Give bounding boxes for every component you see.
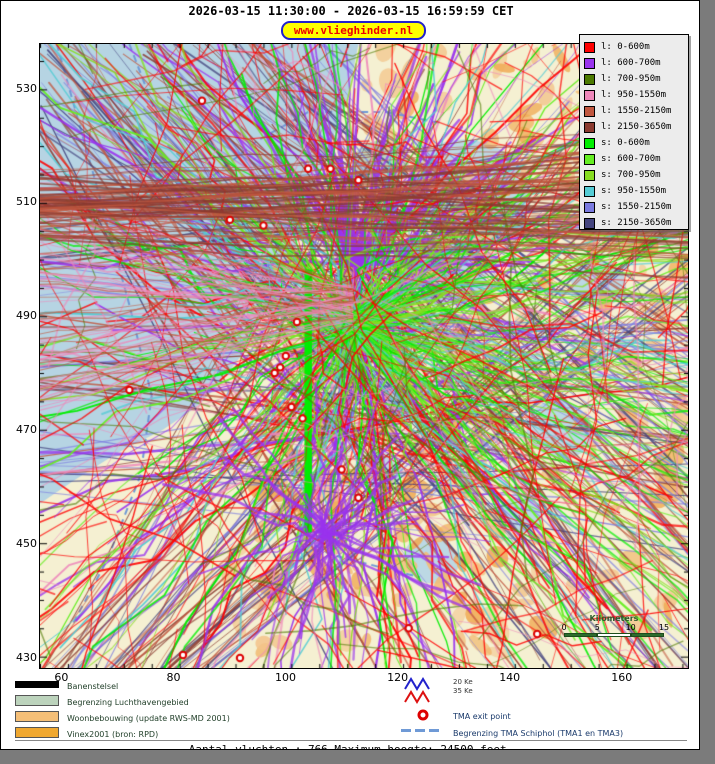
map-legend-label: Begrenzing Luchthavengebied — [67, 698, 189, 707]
altitude-legend-label: s: 950-1550m — [601, 186, 667, 196]
altitude-legend-item[interactable]: s: 0-600m — [584, 135, 685, 151]
map-legend-left: Banenstelsel Begrenzing Luchthavengebied W… — [15, 677, 355, 741]
altitude-legend-label: s: 1550-2150m — [601, 202, 672, 212]
ke-zigzag-icon — [404, 677, 430, 704]
altitude-swatch-icon — [584, 169, 595, 181]
altitude-legend-label: l: 600-700m — [601, 58, 661, 68]
map-legend-item: Begrenzing TMA Schiphol (TMA1 en TMA3) — [401, 724, 699, 740]
altitude-swatch-icon — [584, 217, 595, 229]
map-legend-label: 20 Ke — [453, 678, 473, 686]
altitude-swatch-icon — [584, 153, 595, 165]
x-axis-tick-label: 60 — [54, 671, 69, 684]
altitude-legend-label: l: 2150-3650m — [601, 122, 672, 132]
map-legend: Banenstelsel Begrenzing Luchthavengebied W… — [15, 677, 687, 741]
app-window: 2026-03-15 11:30:00 - 2026-03-15 16:59:5… — [0, 0, 700, 750]
map-legend-item: TMA exit point — [401, 707, 699, 724]
tma-boundary-dash-icon — [401, 729, 447, 732]
altitude-legend-item[interactable]: s: 700-950m — [584, 167, 685, 183]
page-title: 2026-03-15 11:30:00 - 2026-03-15 16:59:5… — [188, 4, 514, 18]
altitude-legend-label: l: 1550-2150m — [601, 106, 672, 116]
window-chrome-bottom — [0, 752, 715, 764]
scale-bar-title: Kilometers — [589, 614, 639, 623]
x-axis-tick-label: 160 — [611, 671, 633, 684]
map-legend-bar-icon — [15, 681, 59, 688]
x-axis: 60 80 100 120 140 160 — [39, 671, 691, 689]
site-badge[interactable]: www.vlieghinder.nl — [281, 21, 426, 40]
scale-bar-tick-label: 10 — [625, 623, 636, 632]
altitude-legend-item[interactable]: l: 700-950m — [584, 71, 685, 87]
map-legend-right: 20 Ke 35 Ke TMA exit point Begrenzing TMA S… — [401, 677, 699, 740]
scale-bar-tick-label: 5 — [594, 623, 600, 632]
altitude-legend-label: l: 700-950m — [601, 74, 661, 84]
altitude-legend-label: s: 2150-3650m — [601, 218, 672, 228]
altitude-swatch-icon — [584, 89, 595, 101]
altitude-legend-item[interactable]: s: 1550-2150m — [584, 199, 685, 215]
map-legend-label: Woonbebouwing (update RWS-MD 2001) — [67, 714, 230, 723]
noise-contour-legend: 20 Ke 35 Ke — [401, 677, 699, 707]
scale-bar-track — [564, 633, 664, 637]
y-axis-tick-label: 510 — [16, 195, 37, 209]
altitude-swatch-icon — [584, 201, 595, 213]
map-legend-label: Begrenzing TMA Schiphol (TMA1 en TMA3) — [453, 729, 624, 738]
map-legend-box-icon — [15, 695, 59, 706]
y-axis-tick-label: 490 — [16, 309, 37, 323]
altitude-legend[interactable]: l: 0-600m l: 600-700m l: 700-950m l: 950-15… — [579, 34, 689, 230]
altitude-legend-label: l: 950-1550m — [601, 90, 667, 100]
scale-bar-tick-label: 15 — [658, 623, 670, 632]
map-legend-box-icon — [15, 727, 59, 738]
altitude-swatch-icon — [584, 41, 595, 53]
altitude-legend-item[interactable]: l: 600-700m — [584, 55, 685, 71]
altitude-swatch-icon — [584, 73, 595, 85]
map-legend-item: Begrenzing Luchthavengebied — [15, 693, 355, 709]
y-axis-tick-label: 470 — [16, 422, 37, 436]
altitude-swatch-icon — [584, 137, 595, 149]
x-axis-tick-label: 140 — [499, 671, 521, 684]
altitude-swatch-icon — [584, 185, 595, 197]
map-legend-label: Vinex2001 (bron: RPD) — [67, 730, 159, 739]
map-legend-label: TMA exit point — [453, 712, 511, 721]
altitude-legend-item[interactable]: l: 950-1550m — [584, 87, 685, 103]
y-axis: 530 510 490 470 450 430 — [3, 43, 37, 669]
y-axis-tick-label: 450 — [16, 536, 37, 550]
altitude-legend-item[interactable]: s: 2150-3650m — [584, 215, 685, 231]
map-legend-item: Banenstelsel — [15, 677, 355, 693]
altitude-swatch-icon — [584, 105, 595, 117]
map-legend-label: 35 Ke — [453, 687, 473, 695]
x-axis-tick-label: 100 — [275, 671, 297, 684]
scale-bar: Kilometers 0 5 10 15 — [561, 614, 669, 637]
map-legend-item: Woonbebouwing (update RWS-MD 2001) — [15, 709, 355, 725]
altitude-legend-item[interactable]: l: 0-600m — [584, 39, 685, 55]
altitude-legend-label: s: 0-600m — [601, 138, 650, 148]
scale-bar-tick-label: 0 — [561, 623, 567, 632]
map-legend-item: Vinex2001 (bron: RPD) — [15, 725, 355, 741]
altitude-legend-item[interactable]: l: 2150-3650m — [584, 119, 685, 135]
x-axis-tick-label: 80 — [166, 671, 181, 684]
window-chrome-right — [702, 0, 715, 764]
x-axis-tick-label: 120 — [387, 671, 409, 684]
y-axis-tick-label: 430 — [16, 650, 37, 664]
altitude-legend-label: s: 600-700m — [601, 154, 661, 164]
tma-exit-point-icon — [417, 709, 429, 721]
altitude-swatch-icon — [584, 57, 595, 69]
altitude-legend-item[interactable]: s: 600-700m — [584, 151, 685, 167]
scale-bar-ticks: 0 5 10 15 — [561, 623, 669, 633]
altitude-legend-label: l: 0-600m — [601, 42, 650, 52]
status-bar: Aantal vluchten : 766 Maximum hoogte: 24… — [188, 743, 514, 750]
map-legend-label: Banenstelsel — [67, 682, 119, 691]
y-axis-tick-label: 530 — [16, 81, 37, 95]
altitude-legend-label: s: 700-950m — [601, 170, 661, 180]
map-legend-box-icon — [15, 711, 59, 722]
altitude-legend-item[interactable]: s: 950-1550m — [584, 183, 685, 199]
altitude-swatch-icon — [584, 121, 595, 133]
altitude-legend-item[interactable]: l: 1550-2150m — [584, 103, 685, 119]
